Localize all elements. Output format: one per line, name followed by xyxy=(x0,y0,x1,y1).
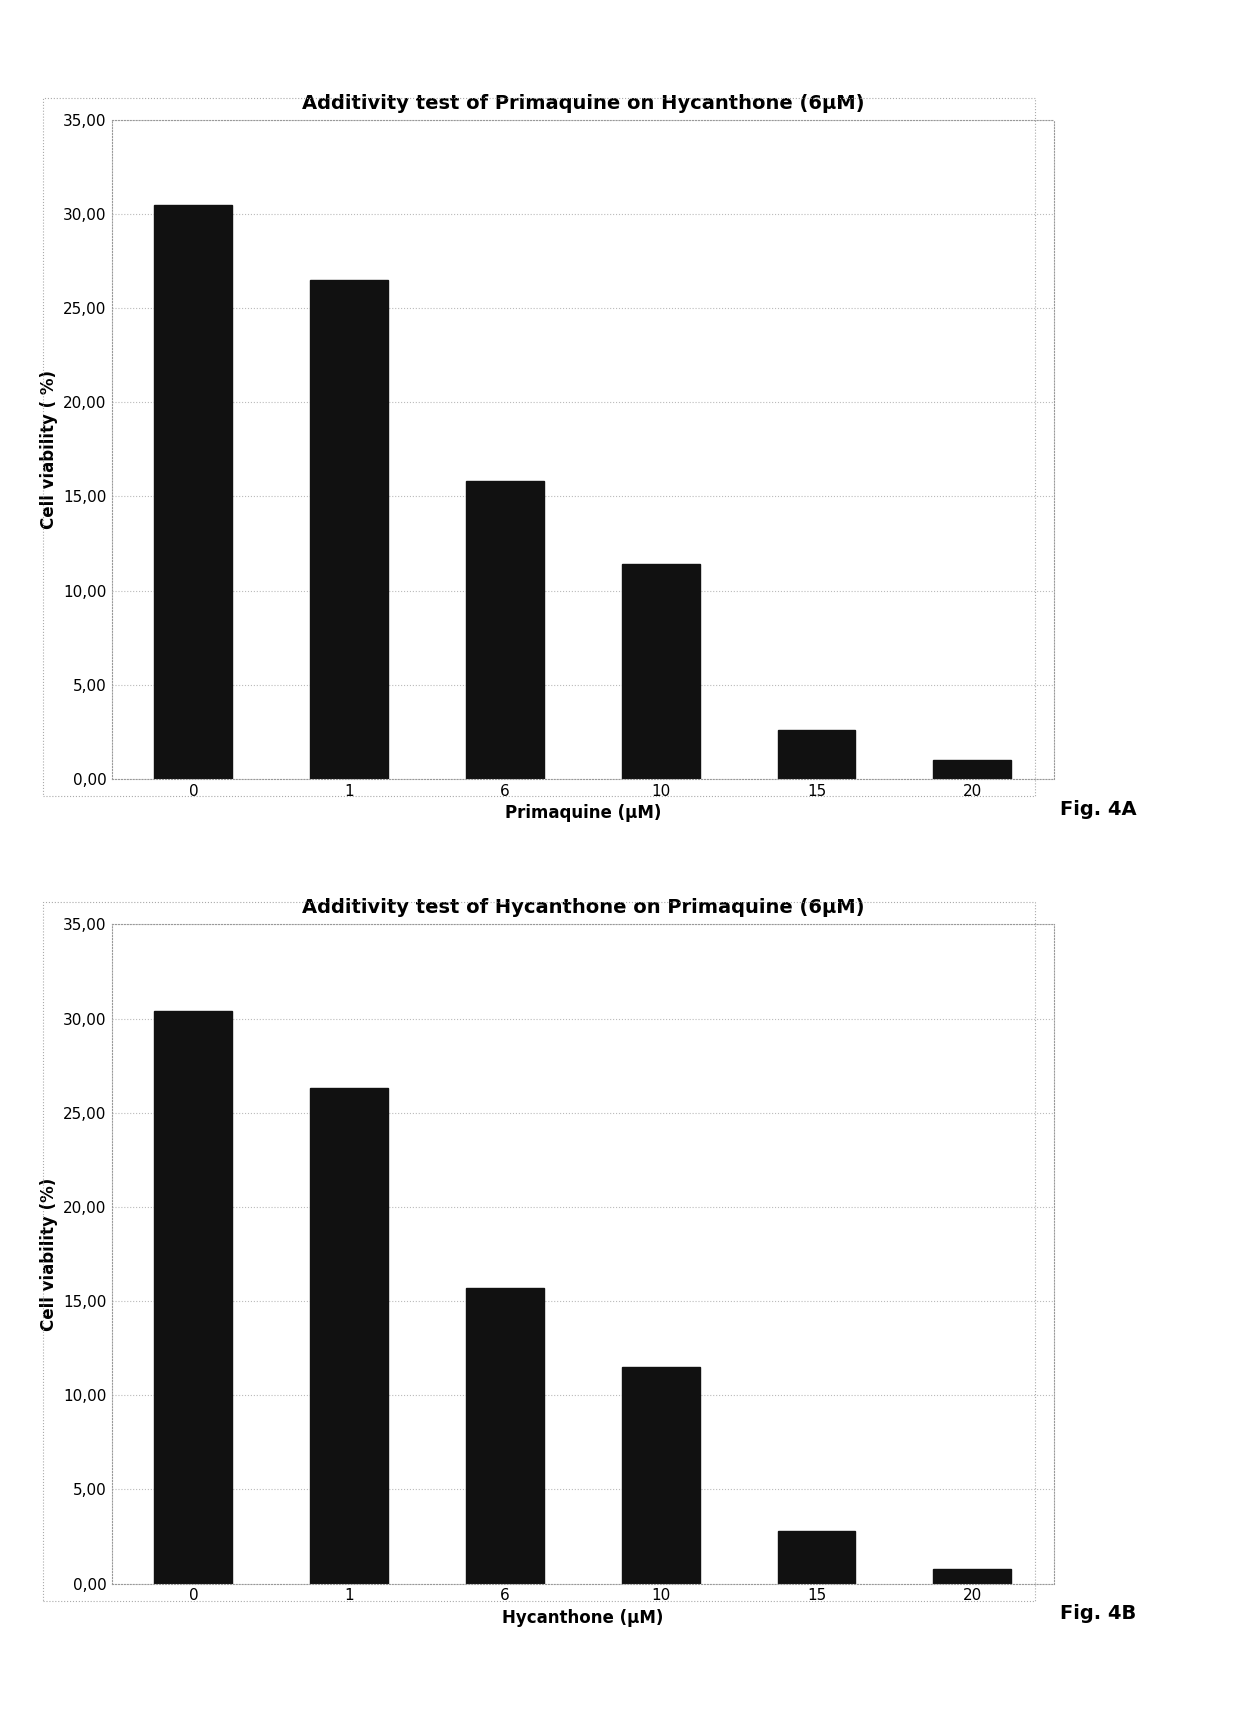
Bar xyxy=(155,204,232,779)
X-axis label: Hycanthone (μM): Hycanthone (μM) xyxy=(502,1609,663,1626)
Bar xyxy=(777,729,856,779)
Bar xyxy=(155,1012,232,1584)
X-axis label: Primaquine (μM): Primaquine (μM) xyxy=(505,805,661,822)
Bar xyxy=(934,760,1011,779)
Bar xyxy=(621,1366,699,1584)
Title: Additivity test of Hycanthone on Primaquine (6μM): Additivity test of Hycanthone on Primaqu… xyxy=(301,899,864,918)
Bar xyxy=(466,1287,544,1584)
Title: Additivity test of Primaquine on Hycanthone (6μM): Additivity test of Primaquine on Hycanth… xyxy=(301,94,864,113)
Text: Fig. 4A: Fig. 4A xyxy=(1060,800,1137,818)
Bar xyxy=(621,565,699,779)
Bar xyxy=(466,481,544,779)
Bar xyxy=(934,1568,1011,1584)
Y-axis label: Cell viability (%): Cell viability (%) xyxy=(40,1178,58,1330)
Bar xyxy=(777,1531,856,1584)
Bar xyxy=(310,1089,388,1584)
Bar xyxy=(310,279,388,779)
Text: Fig. 4B: Fig. 4B xyxy=(1060,1604,1136,1623)
Y-axis label: Cell viability ( %): Cell viability ( %) xyxy=(40,370,58,529)
